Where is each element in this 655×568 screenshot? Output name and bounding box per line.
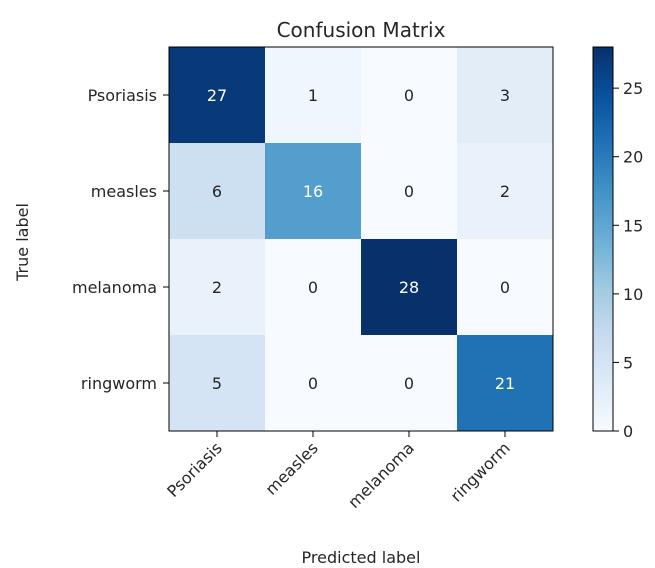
cell-value-label: 0	[404, 374, 414, 393]
x-axis-label: Predicted label	[302, 548, 421, 567]
cell-value-label: 1	[308, 86, 318, 105]
x-tick-label: ringworm	[447, 438, 514, 505]
cell-value-label: 6	[212, 182, 222, 201]
cell-value-label: 0	[308, 278, 318, 297]
colorbar-tick-label: 0	[623, 422, 633, 441]
heatmap-cell	[457, 335, 553, 431]
heatmap-cell	[169, 335, 265, 431]
cell-value-label: 0	[404, 182, 414, 201]
heatmap-cell	[169, 239, 265, 335]
heatmap-cell	[265, 47, 361, 143]
cell-value-label: 2	[500, 182, 510, 201]
colorbar-tick-label: 10	[623, 285, 643, 304]
heatmap-cell	[361, 47, 457, 143]
heatmap-cell	[265, 143, 361, 239]
x-tick-label: Psoriasis	[163, 438, 226, 501]
cell-value-label: 16	[303, 182, 323, 201]
cell-value-label: 21	[495, 374, 515, 393]
cell-value-label: 0	[500, 278, 510, 297]
colorbar-tick-label: 20	[623, 148, 643, 167]
x-axis-ticks: Psoriasis measles melanoma ringworm	[163, 431, 514, 512]
heatmap-cells	[169, 47, 553, 431]
y-tick-label: melanoma	[72, 278, 157, 297]
y-axis-label: True label	[13, 203, 32, 282]
plot-frame	[168, 46, 554, 432]
y-axis-ticks: Psoriasis measles melanoma ringworm	[72, 86, 169, 393]
heatmap-cell	[169, 143, 265, 239]
y-tick-label: measles	[91, 182, 157, 201]
heatmap-cell	[169, 47, 265, 143]
x-tick-label: melanoma	[344, 438, 418, 512]
cell-value-label: 0	[404, 86, 414, 105]
y-tick-label: ringworm	[81, 374, 157, 393]
cell-value-label: 28	[399, 278, 419, 297]
x-tick-label: measles	[262, 438, 322, 498]
heatmap-cell	[361, 143, 457, 239]
colorbar-tick-label: 15	[623, 216, 643, 235]
cell-value-label: 27	[207, 86, 227, 105]
cell-value-label: 2	[212, 278, 222, 297]
heatmap-cell	[265, 239, 361, 335]
heatmap-cell	[457, 143, 553, 239]
cell-value-label: 3	[500, 86, 510, 105]
colorbar-tick-label: 25	[623, 79, 643, 98]
heatmap-cell	[265, 335, 361, 431]
cell-value-label: 0	[308, 374, 318, 393]
heatmap-cell	[361, 335, 457, 431]
y-tick-label: Psoriasis	[88, 86, 157, 105]
heatmap-cell-labels: 27 1 0 3 6 16 0 2 2 0 28 0 5 0 0 21	[207, 86, 515, 393]
chart-title: Confusion Matrix	[277, 18, 446, 42]
heatmap-cell	[457, 47, 553, 143]
heatmap-cell	[457, 239, 553, 335]
heatmap-cell	[361, 239, 457, 335]
colorbar-tick-label: 5	[623, 353, 633, 372]
colorbar-gradient	[592, 46, 614, 432]
cell-value-label: 5	[212, 374, 222, 393]
colorbar-ticks: 0 5 10 15 20 25	[613, 79, 643, 441]
colorbar: 0 5 10 15 20 25	[592, 46, 643, 441]
